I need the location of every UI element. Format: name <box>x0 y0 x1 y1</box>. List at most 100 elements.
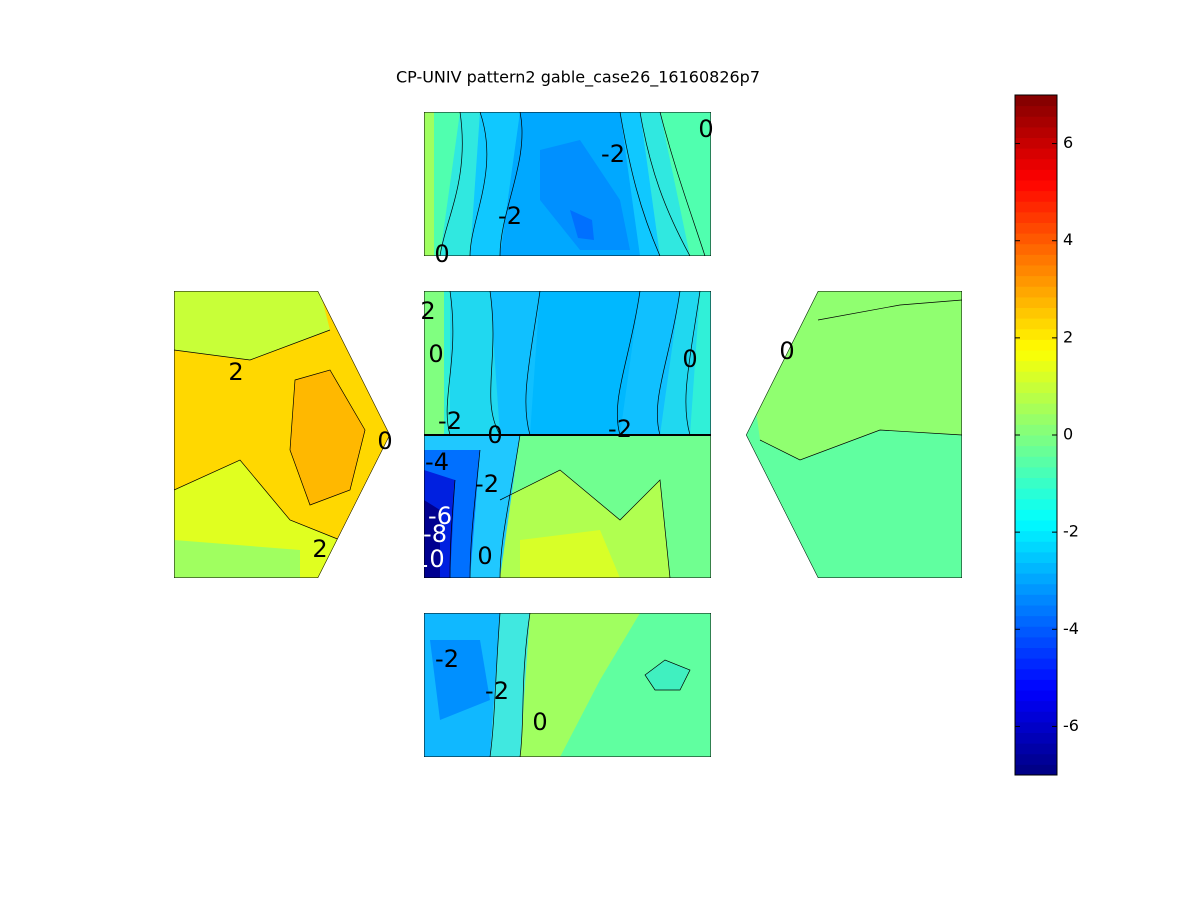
colorbar-cell <box>1015 158 1057 170</box>
contour-label: -2 <box>435 645 459 673</box>
colorbar-cell <box>1015 435 1057 447</box>
colorbar-cell <box>1015 605 1057 617</box>
colorbar-cell <box>1015 318 1057 330</box>
contour-label: -2 <box>608 415 632 443</box>
contour-label: -2 <box>601 140 625 168</box>
panel-middle-lower <box>424 435 711 578</box>
colorbar-cell <box>1015 583 1057 595</box>
colorbar-cell <box>1015 180 1057 192</box>
contour-label: 2 <box>228 358 243 386</box>
panel-middle-upper <box>424 291 711 435</box>
contour-label: 0 <box>682 345 697 373</box>
contour-label: -4 <box>425 448 449 476</box>
colorbar-cell <box>1015 753 1057 765</box>
panel-left <box>174 291 390 578</box>
colorbar-cell <box>1015 296 1057 308</box>
colorbar-cell <box>1015 137 1057 149</box>
contour-label: 0 <box>487 421 502 449</box>
panel-top <box>424 112 711 256</box>
colorbar-cell <box>1015 658 1057 670</box>
colorbar-cell <box>1015 721 1057 733</box>
colorbar-cell <box>1015 222 1057 234</box>
contour-label: -8 <box>423 520 447 548</box>
colorbar-cell <box>1015 265 1057 277</box>
colorbar-cell <box>1015 711 1057 723</box>
contour-label: 0 <box>532 708 547 736</box>
contour-label: 0 <box>779 337 794 365</box>
contour-label: 0 <box>698 115 713 143</box>
colorbar-cell <box>1015 243 1057 255</box>
colorbar-cell <box>1015 626 1057 638</box>
colorbar: -6 -4 -2 0 2 4 6 <box>1014 94 1079 776</box>
colorbar-cell <box>1015 126 1057 138</box>
contour-label: -6 <box>428 502 452 530</box>
colorbar-cell <box>1015 307 1057 319</box>
colorbar-cell <box>1015 201 1057 213</box>
colorbar-cell <box>1015 690 1057 702</box>
colorbar-cell <box>1015 169 1057 181</box>
colorbar-cell <box>1015 95 1057 107</box>
contour-label: -2 <box>475 470 499 498</box>
colorbar-cell <box>1015 360 1057 372</box>
colorbar-cell <box>1015 668 1057 680</box>
colorbar-tick-label: 2 <box>1063 327 1073 346</box>
colorbar-cell <box>1015 615 1057 627</box>
colorbar-cell <box>1015 148 1057 160</box>
colorbar-cell <box>1015 286 1057 298</box>
colorbar-cell <box>1015 477 1057 489</box>
colorbar-cell <box>1015 488 1057 500</box>
colorbar-cell <box>1015 636 1057 648</box>
colorbar-cell <box>1015 371 1057 383</box>
panel-right <box>746 291 962 578</box>
colorbar-cell <box>1015 732 1057 744</box>
colorbar-tick-label: -2 <box>1063 522 1079 541</box>
colorbar-cell <box>1015 211 1057 223</box>
contour-label: 0 <box>477 542 492 570</box>
colorbar-cell <box>1015 764 1057 776</box>
contour-label: 0 <box>377 427 392 455</box>
colorbar-tick-label: -4 <box>1063 619 1079 638</box>
contour-label: -2 <box>438 407 462 435</box>
colorbar-cell <box>1015 105 1057 117</box>
colorbar-cell <box>1015 424 1057 436</box>
colorbar-cell <box>1015 233 1057 245</box>
colorbar-cell <box>1015 520 1057 532</box>
colorbar-tick-label: 0 <box>1063 425 1073 444</box>
colorbar-cell <box>1015 339 1057 351</box>
colorbar-cell <box>1015 456 1057 468</box>
colorbar-cell <box>1015 743 1057 755</box>
colorbar-cell <box>1015 594 1057 606</box>
contour-label: 0 <box>434 240 449 268</box>
colorbar-cell <box>1015 350 1057 362</box>
colorbar-tick-label: -6 <box>1063 716 1079 735</box>
colorbar-cell <box>1015 498 1057 510</box>
colorbar-cell <box>1015 647 1057 659</box>
colorbar-cell <box>1015 541 1057 553</box>
colorbar-cell <box>1015 190 1057 202</box>
contour-label: -2 <box>485 677 509 705</box>
colorbar-cell <box>1015 445 1057 457</box>
colorbar-cell <box>1015 413 1057 425</box>
contour-label: 2 <box>420 297 435 325</box>
colorbar-cell <box>1015 679 1057 691</box>
colorbar-cell <box>1015 254 1057 266</box>
colorbar-cell <box>1015 700 1057 712</box>
colorbar-tick-label: 4 <box>1063 230 1073 249</box>
colorbar-cell <box>1015 466 1057 478</box>
colorbar-cell <box>1015 392 1057 404</box>
colorbar-cell <box>1015 116 1057 128</box>
contour-label: -10 <box>405 545 444 573</box>
panel-bottom <box>424 613 711 757</box>
colorbar-cell <box>1015 562 1057 574</box>
colorbar-cell <box>1015 530 1057 542</box>
colorbar-cell <box>1015 381 1057 393</box>
colorbar-cell <box>1015 551 1057 563</box>
contour-label: 2 <box>312 535 327 563</box>
contour-label: -2 <box>498 202 522 230</box>
colorbar-cell <box>1015 509 1057 521</box>
colorbar-cell <box>1015 328 1057 340</box>
colorbar-cell <box>1015 275 1057 287</box>
colorbar-cell <box>1015 573 1057 585</box>
colorbar-cell <box>1015 403 1057 415</box>
